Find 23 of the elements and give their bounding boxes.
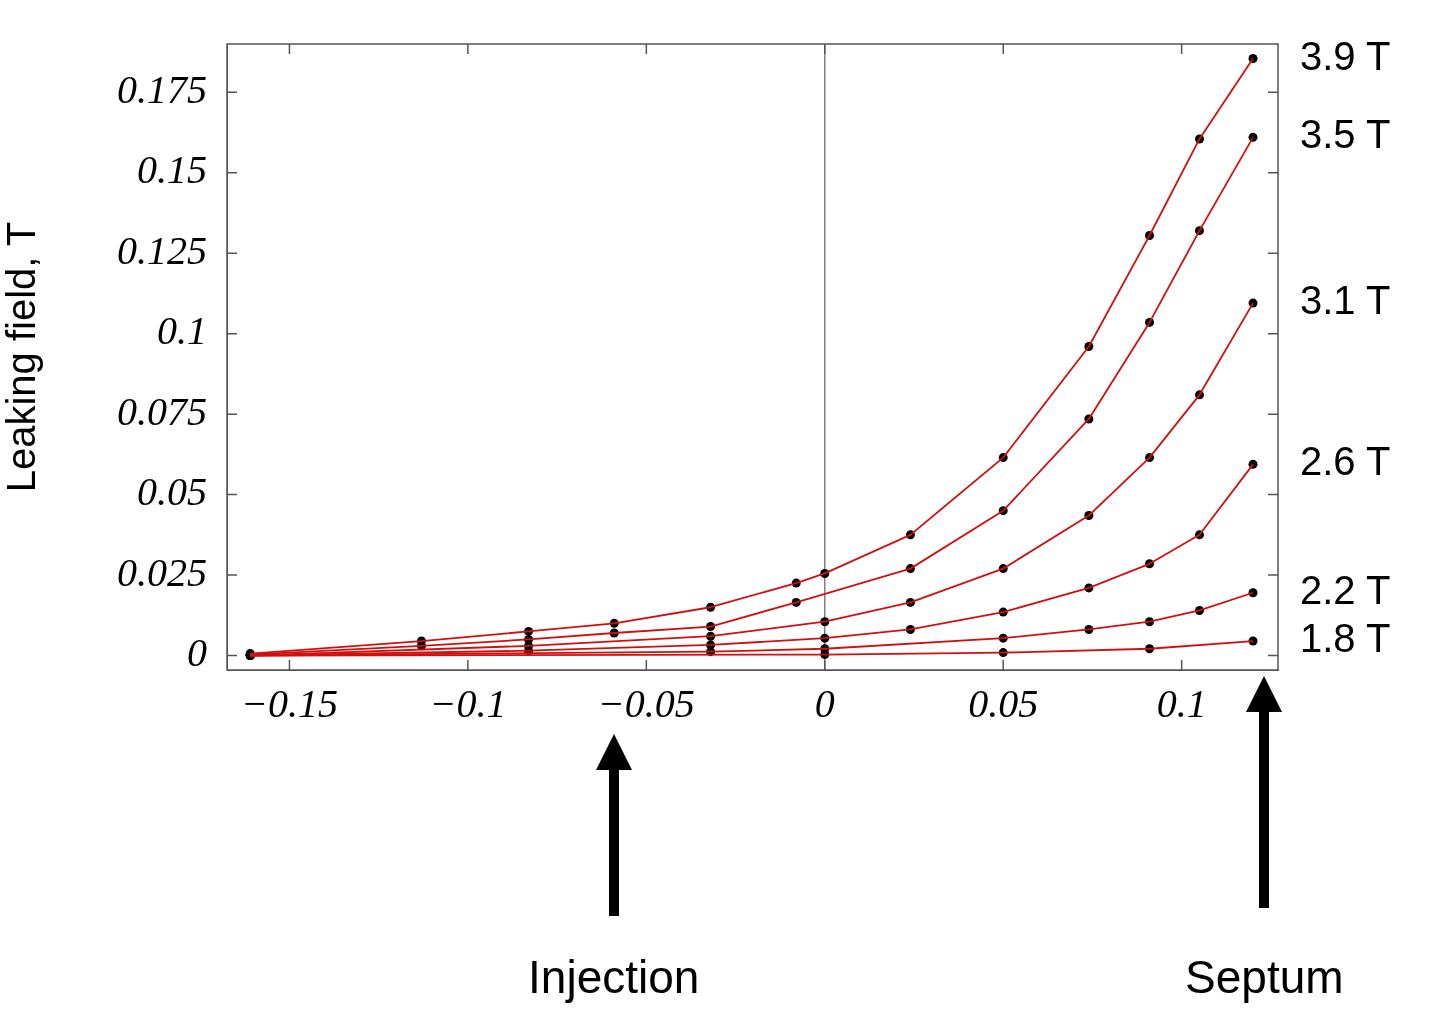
- y-tick-label: 0.025: [117, 549, 207, 595]
- series-label: 3.5 T: [1300, 112, 1391, 157]
- y-axis-title: Leaking field, T: [0, 221, 44, 493]
- text: Septum: [1185, 950, 1344, 1004]
- x-tick-label: 0: [814, 680, 835, 726]
- y-tick-label: 0.1: [157, 308, 207, 354]
- x-tick-label: −0.05: [597, 680, 695, 726]
- y-tick-label: 0.075: [117, 388, 207, 434]
- x-tick-label: 0.1: [1156, 680, 1207, 726]
- series-label: 2.6 T: [1300, 439, 1391, 484]
- y-tick-label: 0.05: [137, 469, 207, 515]
- x-tick-label: −0.1: [429, 680, 507, 726]
- x-tick-label: −0.15: [240, 680, 338, 726]
- series-label: 3.1 T: [1300, 278, 1391, 323]
- series-label: 1.8 T: [1300, 616, 1391, 661]
- y-tick-label: 0.125: [117, 227, 207, 273]
- x-tick-label: 0.05: [968, 680, 1039, 726]
- y-tick-label: 0.175: [117, 66, 207, 112]
- text: Injection: [528, 950, 700, 1004]
- y-tick-label: 0.15: [137, 147, 207, 193]
- series-label: 2.2 T: [1300, 567, 1391, 612]
- series-label: 3.9 T: [1300, 33, 1391, 78]
- y-tick-label: 0: [187, 630, 207, 676]
